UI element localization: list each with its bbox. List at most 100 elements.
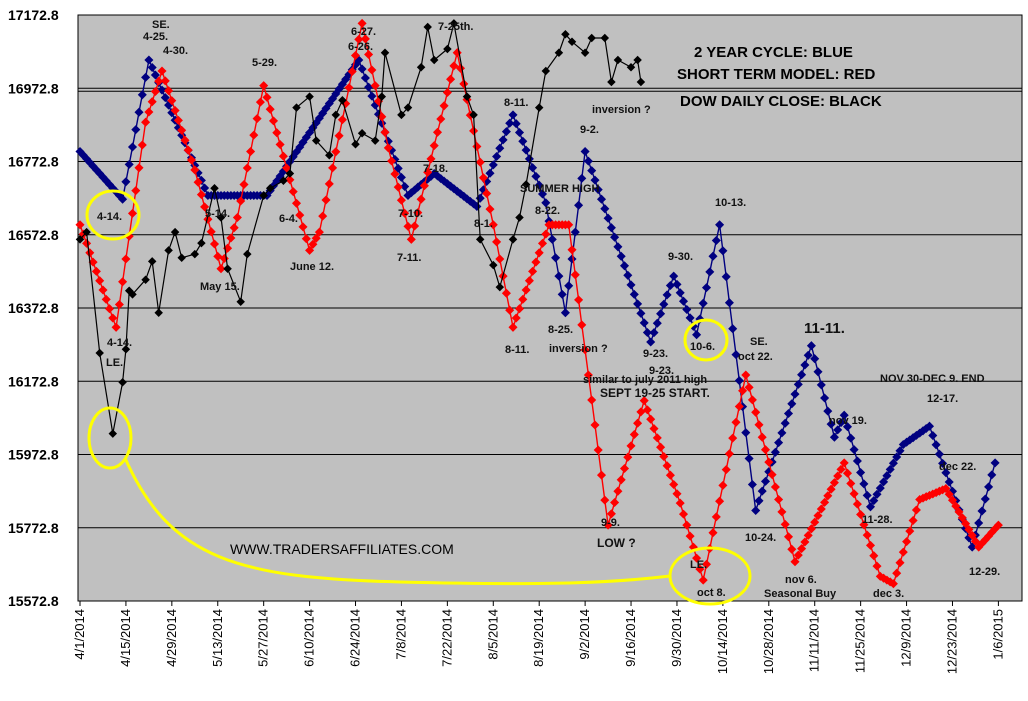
data-point	[278, 151, 288, 161]
data-point	[147, 62, 157, 73]
data-point	[272, 128, 282, 138]
annotation-dec-3: dec 3.	[873, 588, 904, 600]
data-point	[216, 213, 226, 222]
annotation-le-1: LE.	[106, 357, 123, 369]
highlight-layer	[85, 189, 752, 606]
data-point	[243, 249, 252, 259]
data-point	[518, 294, 528, 304]
data-point	[905, 526, 915, 536]
data-point	[619, 261, 630, 271]
data-point	[236, 196, 246, 206]
data-point	[150, 86, 160, 97]
data-point	[397, 110, 406, 120]
data-point	[186, 155, 197, 165]
annotation-oct-8: oct 8.	[697, 587, 726, 599]
data-point	[724, 449, 734, 459]
data-point	[698, 298, 708, 308]
x-tick-label: 12/9/2014	[899, 609, 914, 667]
data-point	[577, 320, 587, 330]
highlight-circle-le	[87, 406, 133, 470]
data-point	[259, 191, 268, 200]
data-point	[895, 446, 905, 456]
data-point	[813, 367, 823, 377]
data-point	[226, 233, 236, 243]
data-point	[360, 34, 370, 44]
data-point	[816, 504, 826, 514]
data-point	[396, 172, 406, 182]
data-point	[314, 227, 324, 237]
annotation-5-29: 5-29.	[252, 57, 277, 69]
data-point	[777, 428, 787, 438]
data-point	[777, 507, 787, 517]
data-point	[521, 145, 531, 155]
data-point	[164, 246, 173, 255]
data-point	[354, 34, 364, 44]
data-point	[147, 97, 157, 107]
data-point	[869, 551, 879, 561]
data-point	[177, 125, 187, 135]
data-point	[603, 520, 613, 530]
data-point	[127, 142, 138, 152]
data-point	[692, 553, 702, 563]
annotation-9-23b: 9-23.	[649, 365, 674, 377]
annotation-7-11: 7-11.	[397, 252, 421, 264]
annotation-red-4-14: 4-14.	[107, 337, 132, 349]
data-point	[820, 393, 830, 403]
data-point	[623, 270, 633, 280]
data-point	[265, 183, 275, 193]
annotation-8-11-red: 8-11.	[505, 344, 529, 356]
data-point	[521, 285, 531, 295]
data-point	[331, 147, 341, 157]
data-point	[305, 92, 314, 101]
series-line	[79, 23, 642, 434]
data-point	[292, 103, 301, 112]
data-point	[780, 519, 790, 529]
data-point	[180, 135, 190, 145]
data-point	[708, 528, 718, 538]
data-point	[528, 266, 538, 276]
legend-line-3: DOW DAILY CLOSE: BLACK	[680, 93, 882, 110]
data-point	[488, 220, 498, 230]
data-point	[659, 299, 669, 309]
data-point	[715, 496, 725, 506]
data-point	[797, 544, 807, 554]
x-tick-label: 8/5/2014	[485, 609, 500, 660]
data-point	[370, 136, 380, 145]
annotation-10-6: 10-6.	[690, 341, 715, 353]
data-point	[770, 447, 780, 457]
annotation-summer-high: SUMMER HIGH	[520, 183, 600, 195]
data-point	[495, 282, 505, 292]
data-point	[505, 118, 515, 128]
data-point	[633, 418, 643, 428]
annotation-4-30: 4-30.	[163, 45, 188, 57]
x-tick-label: 1/6/2015	[990, 609, 1005, 660]
data-point	[462, 92, 472, 101]
data-point	[626, 441, 636, 451]
data-point	[446, 74, 456, 84]
data-point	[787, 544, 797, 554]
data-point	[436, 114, 446, 124]
data-point	[652, 433, 662, 443]
data-point	[118, 277, 128, 287]
x-tick-label: 7/8/2014	[393, 609, 408, 660]
data-point	[856, 467, 866, 478]
data-point	[390, 169, 400, 179]
data-point	[715, 220, 725, 230]
data-point	[803, 350, 813, 360]
y-tick-label: 15772.8	[8, 520, 59, 536]
data-point	[242, 163, 252, 173]
y-tick-label: 15572.8	[8, 593, 59, 609]
data-point	[357, 64, 367, 74]
data-point	[114, 299, 124, 310]
data-point	[406, 234, 416, 244]
annotation-june-12: June 12.	[290, 261, 334, 273]
data-point	[574, 200, 584, 210]
data-point	[134, 163, 144, 173]
data-point	[751, 505, 761, 516]
data-point	[325, 150, 334, 160]
data-point	[167, 96, 177, 106]
data-point	[324, 179, 334, 189]
data-point	[580, 345, 590, 355]
data-point	[685, 531, 695, 541]
annotation-similar-july-2011: similar to july 2011 high	[583, 374, 707, 386]
